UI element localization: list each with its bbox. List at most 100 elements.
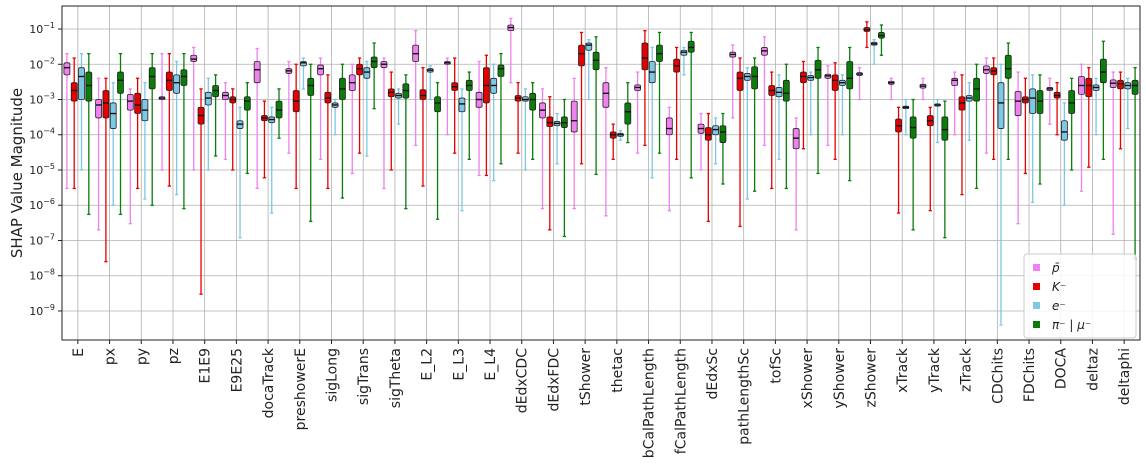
box-mark [1109,71,1117,235]
x-tick-label: deltaphi [1117,348,1133,405]
box-mark [356,57,363,154]
box-iqr [458,97,466,113]
box-mark [609,123,617,161]
box-mark [197,88,205,295]
box-iqr [126,93,134,111]
box-mark [846,46,854,182]
box-mark [1021,77,1029,175]
box-mark [839,74,846,136]
box-iqr [585,42,593,51]
box-iqr [95,99,103,119]
box-mark [370,42,378,110]
x-tick-label: CDChits [990,348,1006,404]
box-mark [617,130,624,141]
box-iqr [570,100,578,133]
x-tick-label: tofSc [768,348,784,384]
box-iqr [602,82,610,108]
box-mark [919,77,927,101]
y-tick-label: 10−5 [29,162,55,177]
box-mark [190,46,198,171]
y-tick-label: 10−2 [29,56,55,71]
box-mark [317,57,324,161]
x-tick-label: px [103,348,119,365]
box-mark [85,53,93,216]
box-mark [719,112,727,185]
box-iqr [253,61,261,84]
box-mark [712,117,720,165]
box-mark [514,82,522,154]
x-tick-label: zTrack [959,347,975,392]
box-mark [141,82,149,200]
box-iqr [1060,120,1068,141]
x-tick-label: DOCA [1054,348,1070,390]
box-mark [1029,74,1037,204]
box-mark [570,77,578,210]
x-tick-label: xTrack [895,347,911,393]
x-tick-label: E_L4 [483,348,499,381]
box-mark [831,62,839,161]
box-mark [751,57,759,192]
box-mark [1099,40,1107,161]
box-mark [792,117,800,231]
box-mark [443,57,451,136]
box-iqr [973,77,980,102]
box-mark [539,88,546,210]
box-mark [300,57,307,90]
box-iqr [831,74,839,91]
box-mark [1078,63,1085,192]
box-mark [78,53,85,171]
box-layer [63,17,1139,326]
box-iqr [1085,77,1093,98]
box-mark [602,67,610,217]
box-mark [285,60,293,154]
box-mark [229,88,237,171]
box-iqr [85,71,93,102]
box-iqr [190,54,198,62]
legend-label: K⁻ [1052,280,1066,294]
x-tick-label: preshowerE [293,348,309,430]
box-iqr [529,92,537,111]
legend-label: π⁻ | μ⁻ [1052,318,1091,332]
x-tick-label: yShower [832,348,848,409]
box-iqr [117,71,124,94]
box-iqr [165,71,173,91]
box-iqr [624,102,632,125]
box-mark [941,100,949,239]
box-mark [895,106,902,214]
box-iqr [78,67,85,100]
box-mark [909,98,917,231]
box-mark [419,67,427,187]
box-mark [641,29,649,147]
box-mark [736,57,744,228]
x-tick-label: E_L3 [451,348,467,381]
box-mark [331,98,339,136]
box-mark [887,77,895,101]
box-mark [1085,67,1093,168]
x-tick-label: E [71,348,87,357]
box-mark [761,36,768,147]
box-mark [729,44,737,119]
box-iqr [102,90,110,119]
x-tick-label: E9E25 [229,348,245,392]
box-iqr [641,42,649,71]
box-iqr [578,44,585,67]
box-iqr [363,67,371,79]
box-iqr [997,82,1005,129]
box-iqr [592,51,600,71]
box-iqr [846,61,854,90]
box-iqr [148,67,156,90]
box-mark [578,31,585,165]
box-iqr [1036,90,1044,114]
box-iqr [719,125,727,143]
plot-frame [61,5,1141,341]
box-mark [204,77,212,171]
x-tick-label: dEdxSc [705,348,721,400]
box-mark [870,38,878,65]
box-mark [497,53,505,165]
box-iqr [180,69,188,86]
x-tick-label: E1E9 [198,348,214,384]
box-iqr [736,71,744,91]
box-iqr [497,64,505,77]
